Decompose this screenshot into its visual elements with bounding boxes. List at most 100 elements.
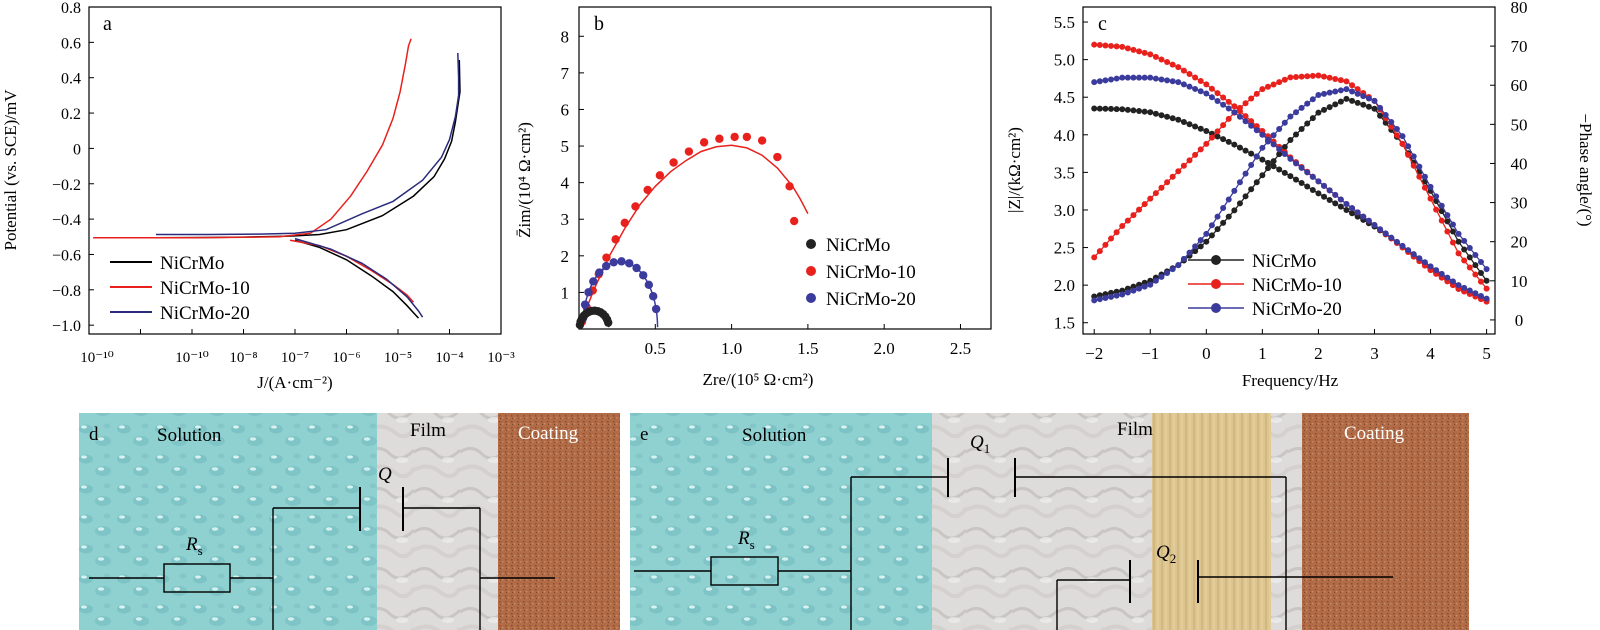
- b-data-point: [632, 263, 641, 273]
- c-phase-point: [1433, 193, 1440, 200]
- c-phase-point: [1214, 226, 1221, 233]
- e-q1-label: Q1: [970, 432, 990, 456]
- c-modulus-point: [1124, 45, 1131, 52]
- c-y2tick-label: 20: [1511, 233, 1528, 252]
- c-phase-point: [1197, 146, 1204, 153]
- c-modulus-point: [1225, 138, 1232, 145]
- c-y2tick-label: 40: [1511, 154, 1528, 173]
- c-phase-point: [1208, 232, 1215, 239]
- c-modulus-point: [1152, 110, 1159, 117]
- c-ytick-label: 2.0: [1054, 276, 1075, 295]
- c-phase-point: [1304, 120, 1311, 127]
- c-modulus-point: [1180, 119, 1187, 126]
- c-y2tick-label: 30: [1511, 194, 1528, 213]
- c-modulus-point: [1326, 197, 1333, 204]
- c-modulus-point: [1259, 156, 1266, 163]
- c-phase-point: [1147, 195, 1154, 202]
- a-series-line-anodic: [155, 59, 461, 239]
- c-modulus-point: [1136, 108, 1143, 115]
- c-phase-point: [1410, 153, 1417, 160]
- b-ytick-label: 5: [561, 137, 570, 156]
- c-phase-point: [1466, 244, 1473, 251]
- c-phase-point: [1461, 246, 1468, 253]
- c-phase-point: [1253, 179, 1260, 186]
- c-phase-point: [1276, 151, 1283, 158]
- c-phase-point: [1455, 238, 1462, 245]
- e-film-label: Film: [1117, 419, 1153, 440]
- b-legend-marker: [806, 266, 816, 276]
- c-modulus-point: [1119, 43, 1126, 50]
- panel-c-frame: [1082, 6, 1496, 335]
- c-modulus-point: [1147, 74, 1154, 81]
- c-modulus-point: [1248, 122, 1255, 129]
- c-modulus-point: [1124, 106, 1131, 113]
- c-phase-point: [1421, 173, 1428, 180]
- c-modulus-point: [1175, 79, 1182, 86]
- c-phase-point: [1220, 122, 1227, 129]
- c-phase-point: [1472, 262, 1479, 269]
- c-modulus-point: [1203, 128, 1210, 135]
- c-phase-point: [1399, 140, 1406, 147]
- a-ytick-label: −0.6: [52, 247, 81, 264]
- c-modulus-point: [1096, 42, 1103, 49]
- c-xtick-label: −1: [1141, 344, 1159, 363]
- panel-b-xlabel: Zre/(10⁵ Ω·cm²): [703, 370, 814, 389]
- c-phase-point: [1461, 237, 1468, 244]
- c-phase-point: [1326, 104, 1333, 111]
- panel-a-ylabel: Potential (vs. SCE)/mV: [1, 89, 20, 251]
- c-phase-point: [1197, 243, 1204, 250]
- c-phase-point: [1332, 75, 1339, 82]
- c-modulus-point: [1421, 259, 1428, 266]
- d-q-label: Q: [378, 464, 392, 485]
- c-modulus-point: [1259, 131, 1266, 138]
- c-phase-point: [1113, 292, 1120, 299]
- c-modulus-point: [1298, 164, 1305, 171]
- c-modulus-point: [1337, 196, 1344, 203]
- c-phase-point: [1096, 296, 1103, 303]
- b-data-point: [584, 288, 593, 297]
- c-xtick-label: 5: [1482, 344, 1491, 363]
- c-modulus-point: [1349, 210, 1356, 217]
- c-phase-point: [1225, 213, 1232, 220]
- a-ytick-label: 0.4: [61, 71, 81, 88]
- c-phase-point: [1455, 230, 1462, 237]
- panel-c-xlabel: Frequency/Hz: [1242, 371, 1339, 390]
- c-ytick-label: 4.5: [1054, 88, 1075, 107]
- c-phase-point: [1264, 138, 1271, 145]
- c-modulus-point: [1377, 226, 1384, 233]
- c-modulus-point: [1293, 176, 1300, 183]
- c-modulus-point: [1141, 108, 1148, 115]
- c-phase-point: [1287, 74, 1294, 81]
- d-circuit-wires: [89, 487, 555, 630]
- a-legend-label: NiCrMo: [160, 253, 224, 274]
- c-y2tick-label: 60: [1511, 76, 1528, 95]
- b-ytick-label: 1: [561, 283, 570, 302]
- d-coating-label: Coating: [518, 423, 579, 444]
- c-y2tick-label: 70: [1511, 37, 1528, 56]
- b-ytick-label: 7: [561, 64, 570, 83]
- a-legend-label: NiCrMo-20: [160, 303, 250, 324]
- e-q2-label: Q2: [1156, 542, 1176, 566]
- c-modulus-point: [1416, 255, 1423, 262]
- c-phase-point: [1427, 183, 1434, 190]
- c-phase-point: [1326, 74, 1333, 81]
- c-modulus-point: [1293, 160, 1300, 167]
- c-modulus-point: [1321, 193, 1328, 200]
- c-modulus-point: [1270, 141, 1277, 148]
- c-modulus-point: [1472, 290, 1479, 297]
- c-phase-point: [1477, 259, 1484, 266]
- c-phase-point: [1483, 277, 1490, 284]
- c-phase-point: [1354, 86, 1361, 93]
- c-modulus-point: [1276, 146, 1283, 153]
- c-phase-point: [1231, 207, 1238, 214]
- c-phase-point: [1304, 73, 1311, 80]
- c-phase-point: [1326, 89, 1333, 96]
- c-phase-point: [1136, 206, 1143, 213]
- c-xtick-label: 2: [1314, 344, 1323, 363]
- c-phase-point: [1399, 133, 1406, 140]
- c-modulus-point: [1158, 112, 1165, 119]
- c-modulus-point: [1231, 141, 1238, 148]
- c-xtick-label: 3: [1370, 344, 1379, 363]
- c-modulus-point: [1287, 155, 1294, 162]
